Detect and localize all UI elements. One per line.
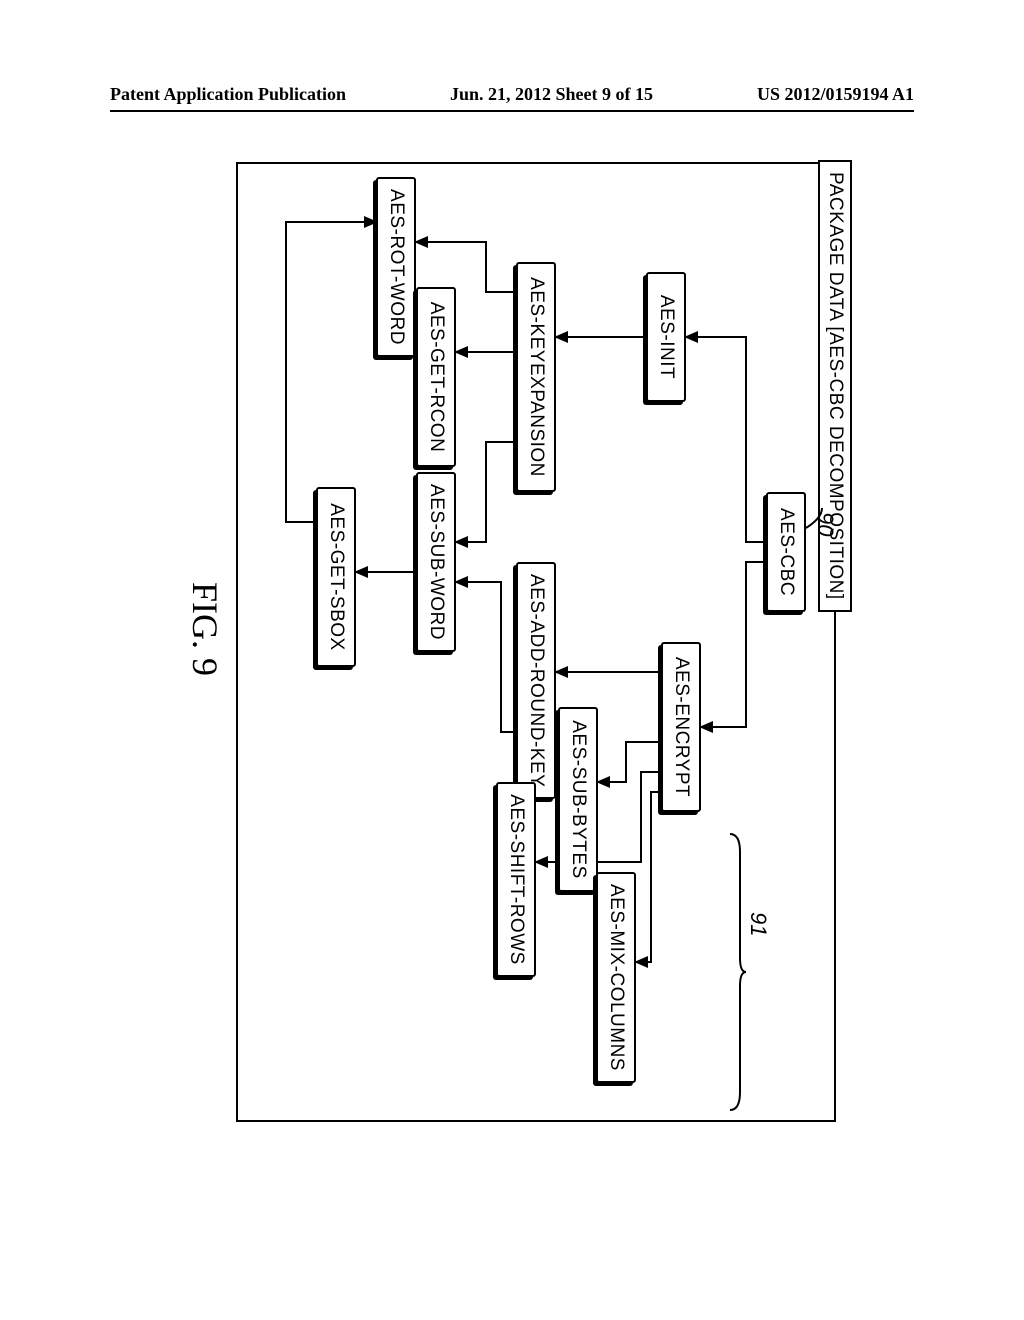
node-label: AES-GET-SBOX (325, 503, 347, 650)
node-aes-add-round-key: AES-ADD-ROUND-KEY (516, 562, 556, 799)
figure-label-text: FIG. 9 (185, 582, 225, 676)
figure-label: FIG. 9 (184, 582, 226, 676)
node-aes-init: AES-INIT (646, 272, 686, 402)
reference-label: 91 (746, 912, 771, 936)
node-label: AES-ADD-ROUND-KEY (525, 574, 547, 787)
header-right: US 2012/0159194 A1 (757, 84, 914, 105)
reference-number-90: 90 (812, 512, 838, 536)
node-aes-shift-rows: AES-SHIFT-ROWS (496, 782, 536, 977)
reference-leader-icon (796, 506, 824, 536)
node-label: AES-KEYEXPANSION (525, 277, 547, 477)
node-label: AES-GET-RCON (425, 302, 447, 453)
page-header: Patent Application Publication Jun. 21, … (0, 84, 1024, 105)
header-center: Jun. 21, 2012 Sheet 9 of 15 (450, 84, 653, 105)
node-aes-keyexpansion: AES-KEYEXPANSION (516, 262, 556, 492)
node-aes-sub-bytes: AES-SUB-BYTES (558, 707, 598, 892)
node-label: AES-ENCRYPT (670, 657, 692, 797)
node-label: AES-INIT (655, 295, 677, 379)
figure-rotated-container: PACKAGE DATA [AES-CBC DECOMPOSITION] AES… (11, 297, 1011, 987)
header-left: Patent Application Publication (110, 84, 346, 105)
node-label: AES-SUB-WORD (425, 484, 447, 640)
node-aes-sub-word: AES-SUB-WORD (416, 472, 456, 652)
node-label: AES-MIX-COLUMNS (605, 884, 627, 1071)
node-aes-get-sbox: AES-GET-SBOX (316, 487, 356, 667)
figure-canvas: PACKAGE DATA [AES-CBC DECOMPOSITION] AES… (166, 142, 856, 1142)
node-label: AES-SUB-BYTES (567, 720, 589, 879)
reference-number-91: 91 (745, 912, 771, 936)
diagram-edges (166, 142, 856, 1142)
brace-icon (728, 832, 746, 1112)
node-aes-mix-columns: AES-MIX-COLUMNS (596, 872, 636, 1083)
node-label: AES-SHIFT-ROWS (505, 794, 527, 965)
node-aes-get-rcon: AES-GET-RCON (416, 287, 456, 467)
node-label: AES-ROT-WORD (385, 189, 407, 345)
node-label: AES-CBC (775, 508, 797, 596)
node-aes-encrypt: AES-ENCRYPT (661, 642, 701, 812)
node-aes-rot-word: AES-ROT-WORD (376, 177, 416, 357)
header-rule (110, 110, 914, 112)
